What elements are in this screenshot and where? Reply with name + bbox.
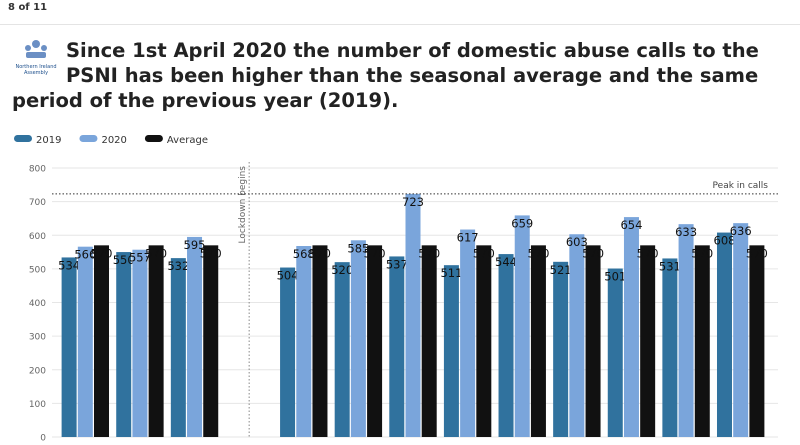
chart-title: Since 1st April 2020 the number of domes…	[12, 39, 759, 112]
lockdown-label: Lockdown begins	[238, 166, 248, 244]
bar	[389, 256, 405, 437]
bar	[514, 215, 530, 437]
bar	[132, 249, 148, 437]
page-counter: 8 of 11	[8, 2, 48, 13]
bar	[350, 240, 366, 437]
bar	[662, 258, 678, 437]
data-label: 608	[714, 234, 736, 248]
y-tick-label: 300	[29, 333, 46, 343]
legend-label: Average	[167, 135, 208, 146]
bar	[530, 245, 546, 437]
data-label: 617	[457, 231, 479, 245]
y-tick-label: 600	[29, 232, 46, 242]
data-label: 570	[582, 246, 604, 260]
bar	[367, 245, 383, 437]
data-label: 501	[604, 270, 626, 284]
data-label: 570	[637, 246, 659, 260]
bar	[148, 245, 164, 437]
data-label: 566	[74, 248, 96, 262]
bar	[203, 245, 219, 437]
bar	[460, 229, 476, 437]
legend-swatch	[79, 135, 98, 142]
header: Northern Ireland Assembly Since 1st Apri…	[12, 38, 787, 113]
bar	[296, 246, 312, 437]
bar	[312, 245, 328, 437]
data-label: 511	[440, 266, 462, 280]
bar	[498, 254, 514, 437]
data-label: 570	[527, 246, 549, 260]
data-label: 570	[145, 246, 167, 260]
logo: Northern Ireland Assembly	[12, 38, 60, 78]
data-label: 585	[347, 241, 369, 255]
data-label: 520	[331, 263, 353, 277]
bar	[678, 224, 694, 437]
data-label: 557	[129, 251, 151, 265]
divider	[0, 24, 800, 25]
bar	[553, 261, 569, 437]
y-tick-label: 100	[29, 400, 46, 410]
data-label: 659	[511, 216, 533, 230]
data-label: 603	[566, 235, 588, 249]
data-label: 570	[473, 246, 495, 260]
bar	[569, 234, 585, 437]
bar	[716, 232, 732, 437]
bar	[334, 262, 350, 437]
bar	[623, 217, 639, 437]
data-label: 595	[184, 238, 206, 252]
data-label: 568	[293, 247, 315, 261]
bar	[187, 236, 203, 437]
data-label: 537	[386, 257, 408, 271]
peak-label: Peak in calls	[713, 181, 769, 191]
data-label: 570	[309, 246, 331, 260]
bar	[733, 223, 749, 437]
y-tick-label: 800	[29, 165, 46, 175]
bar	[280, 267, 296, 437]
bar	[443, 265, 459, 437]
legend-swatch	[144, 135, 163, 142]
chart: 2019 2020 Average 0 100 200 300 400 500 600 700 800…	[14, 135, 778, 444]
bar	[749, 245, 765, 437]
data-label: 570	[200, 246, 222, 260]
bar	[116, 252, 132, 437]
data-label: 534	[58, 258, 80, 272]
bar	[421, 245, 437, 437]
data-label: 504	[277, 269, 299, 283]
data-label: 633	[675, 225, 697, 239]
bar	[405, 193, 421, 437]
bar	[694, 245, 710, 437]
legend-label: 2019	[36, 135, 61, 146]
bar	[170, 258, 186, 437]
bar	[640, 245, 656, 437]
y-tick-label: 0	[40, 434, 46, 444]
data-label: 570	[91, 246, 113, 260]
logo-text: Northern Ireland Assembly	[15, 64, 57, 76]
bar	[61, 257, 77, 437]
legend-label: 2020	[101, 135, 126, 146]
y-tick-label: 500	[29, 265, 46, 275]
data-label: 636	[730, 224, 752, 238]
y-tick-label: 400	[29, 299, 46, 309]
bar	[94, 245, 110, 437]
legend-swatch	[14, 135, 32, 142]
y-tick-label: 200	[29, 366, 46, 376]
bar	[77, 246, 93, 437]
data-label: 570	[364, 246, 386, 260]
data-label: 544	[495, 255, 517, 269]
data-label: 532	[167, 259, 189, 273]
bar	[585, 245, 601, 437]
data-label: 550	[113, 253, 135, 267]
data-label: 570	[691, 246, 713, 260]
bar	[607, 268, 623, 437]
data-label: 723	[402, 195, 424, 209]
bar	[476, 245, 492, 437]
data-label: 531	[659, 259, 681, 273]
data-label: 570	[746, 246, 768, 260]
logo-icon	[25, 40, 47, 58]
data-label: 570	[418, 246, 440, 260]
data-label: 521	[550, 263, 572, 277]
y-tick-label: 700	[29, 198, 46, 208]
data-label: 654	[620, 218, 642, 232]
